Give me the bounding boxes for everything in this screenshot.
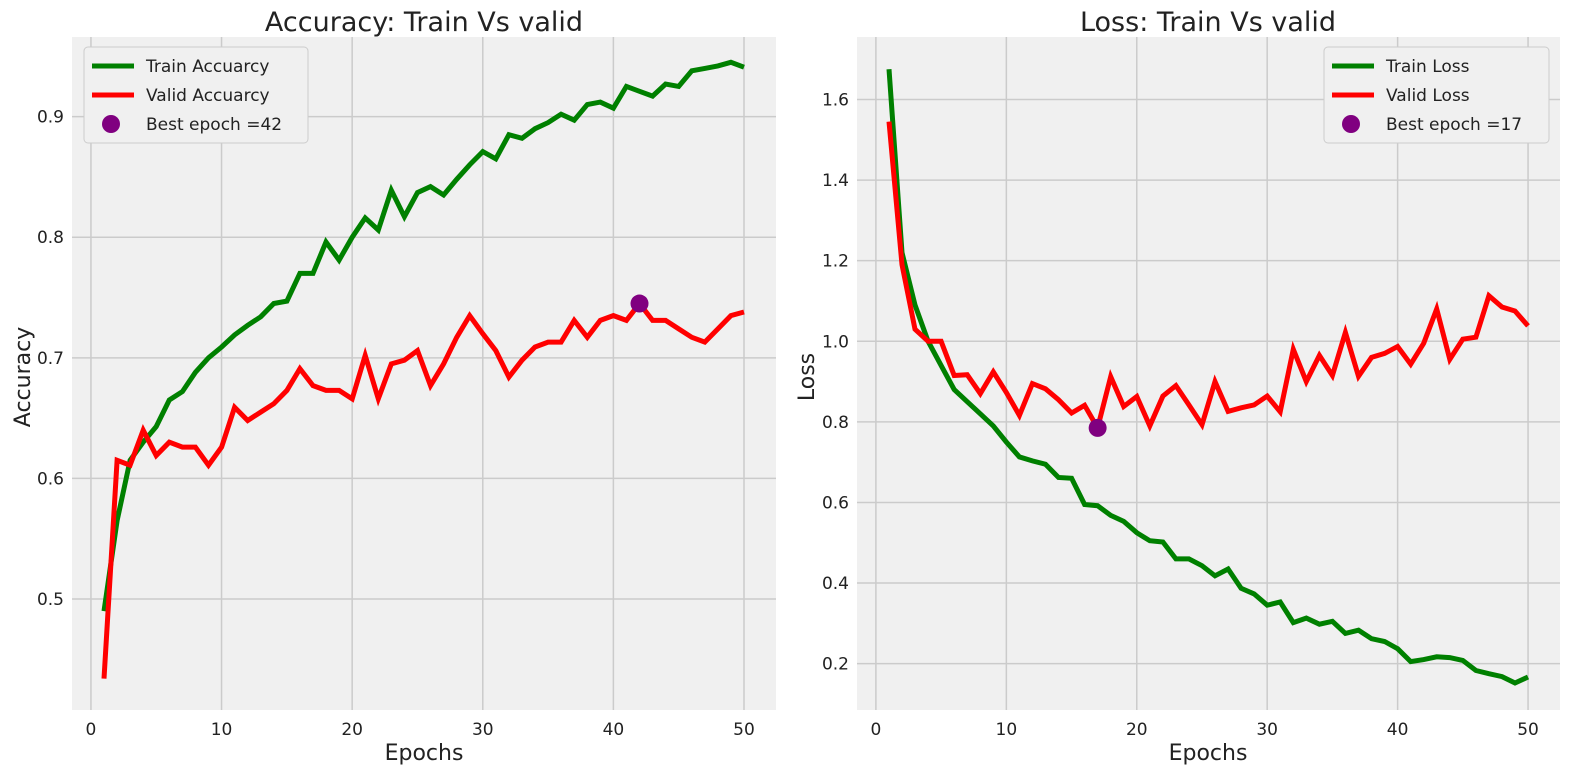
- y-tick-label: 0.8: [37, 228, 64, 248]
- y-axis-label: Loss: [795, 353, 820, 401]
- y-tick-label: 0.4: [822, 574, 849, 594]
- best-epoch-marker: [1088, 418, 1107, 437]
- loss-chart-panel: 0 10 20 30 40 50 0.2 0.4 0.6 0.8 1.0 1.2 1.4 1.6 Loss…: [795, 7, 1560, 766]
- y-tick-label: 0.6: [822, 493, 849, 513]
- x-axis-label: Epochs: [1169, 741, 1248, 766]
- y-tick-label: 0.5: [37, 590, 64, 610]
- x-tick-label: 30: [1256, 720, 1278, 740]
- x-tick-label: 40: [603, 720, 625, 740]
- x-tick-label: 50: [733, 720, 755, 740]
- chart-title: Accuracy: Train Vs valid: [265, 7, 583, 38]
- legend-marker-best-epoch: [1342, 115, 1360, 133]
- x-tick-label: 10: [211, 720, 233, 740]
- x-axis-label: Epochs: [385, 741, 464, 766]
- x-tick-label: 50: [1517, 720, 1539, 740]
- legend-label-valid: Valid Accuarcy: [146, 86, 270, 106]
- x-tick-label: 20: [1126, 720, 1148, 740]
- legend-marker-best-epoch: [102, 115, 120, 133]
- legend-label-best-epoch: Best epoch =17: [1386, 115, 1522, 135]
- y-tick-label: 0.2: [822, 655, 849, 675]
- series-line-train-accuarcy: [101, 59, 745, 612]
- x-tick-label: 10: [996, 720, 1018, 740]
- y-tick-label: 1.2: [822, 252, 849, 272]
- y-tick-label: 0.8: [822, 413, 849, 433]
- y-axis-label: Accuracy: [11, 327, 36, 427]
- legend-label-valid: Valid Loss: [1386, 86, 1470, 106]
- series-line-train-loss: [886, 69, 1530, 686]
- plot-area: [857, 37, 1560, 710]
- x-tick-label: 40: [1387, 720, 1409, 740]
- best-epoch-marker: [630, 294, 649, 313]
- y-tick-label: 0.9: [37, 108, 64, 128]
- legend-box: [1323, 46, 1550, 144]
- accuracy-chart-panel: 0 10 20 30 40 50 0.5 0.6 0.7 0.8 0.9 Accuracy: Tra…: [11, 7, 776, 766]
- x-tick-label: 30: [472, 720, 494, 740]
- x-tick-label: 0: [870, 720, 881, 740]
- legend-label-train: Train Accuarcy: [145, 57, 269, 77]
- x-tick-label: 20: [341, 720, 363, 740]
- y-tick-label: 0.6: [37, 469, 64, 489]
- x-tick-label: 0: [86, 720, 97, 740]
- y-tick-label: 1.6: [822, 90, 849, 110]
- legend-box: [83, 46, 309, 144]
- legend: Train Accuarcy Valid Accuarcy Best epoch…: [83, 46, 309, 144]
- legend-label-best-epoch: Best epoch =42: [146, 115, 282, 135]
- legend: Train Loss Valid Loss Best epoch =17: [1323, 46, 1550, 144]
- y-tick-label: 0.7: [37, 349, 64, 369]
- legend-label-train: Train Loss: [1385, 57, 1470, 77]
- chart-title: Loss: Train Vs valid: [1080, 7, 1336, 38]
- y-tick-label: 1.4: [822, 171, 849, 191]
- series-line-valid-loss: [886, 121, 1530, 435]
- y-tick-label: 1.0: [822, 332, 849, 352]
